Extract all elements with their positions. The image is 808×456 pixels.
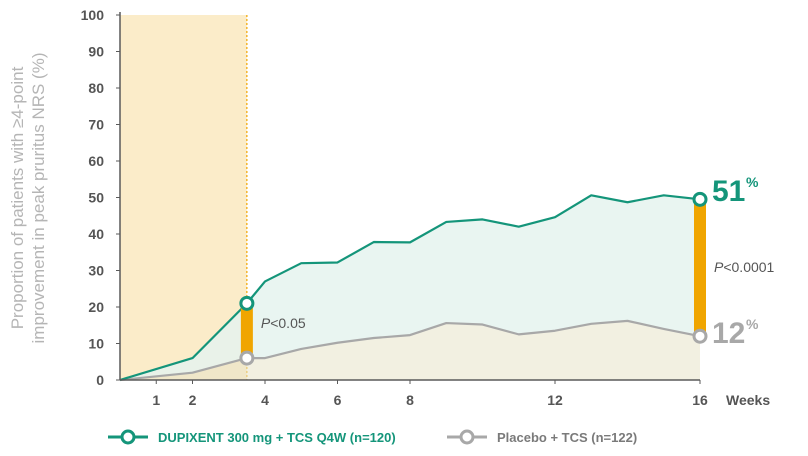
y-tick-label: 20 xyxy=(88,299,104,315)
y-axis-label-line1: Proportion of patients with ≥4-point xyxy=(8,66,27,329)
endpoint-markers xyxy=(239,191,708,366)
y-tick-label: 60 xyxy=(88,153,104,169)
y-tick-label: 40 xyxy=(88,226,104,242)
y-axis-label: Proportion of patients with ≥4-point imp… xyxy=(8,53,48,344)
y-axis-label-line2: improvement in peak pruritus NRS (%) xyxy=(29,53,48,344)
difference-area xyxy=(120,195,700,380)
legend-label-1: Placebo + TCS (n=122) xyxy=(497,430,637,445)
y-tick-label: 100 xyxy=(81,7,105,23)
significance-bar-early xyxy=(240,303,253,359)
legend-label-0: DUPIXENT 300 mg + TCS Q4W (n=120) xyxy=(158,430,396,445)
y-tick-label: 50 xyxy=(88,190,104,206)
y-tick-label: 90 xyxy=(88,44,104,60)
significance-bars xyxy=(240,199,706,359)
y-tick-label: 30 xyxy=(88,263,104,279)
x-tick-label: 16 xyxy=(692,392,708,408)
p-value-early: P<0.05 xyxy=(261,315,306,331)
placebo-area xyxy=(120,320,700,380)
y-tick-label: 70 xyxy=(88,117,104,133)
p-value-end: P<0.0001 xyxy=(714,259,775,275)
x-tick-label: 2 xyxy=(189,392,197,408)
legend: DUPIXENT 300 mg + TCS Q4W (n=120) Placebo… xyxy=(108,429,637,445)
end-value-placebo: 12 xyxy=(712,317,745,350)
series-lines xyxy=(119,194,701,382)
x-tick-label: 1 xyxy=(152,392,160,408)
end-value-dupixent-pct: % xyxy=(746,174,759,190)
early-weeks-region xyxy=(120,15,248,380)
x-axis-label: Weeks xyxy=(726,392,770,408)
p-value-early-italic: P xyxy=(261,315,271,331)
end-value-placebo-pct: % xyxy=(746,316,759,332)
end-value-dupixent: 51 xyxy=(712,175,745,208)
legend-marker-0 xyxy=(120,429,136,445)
y-tick-label: 10 xyxy=(88,336,104,352)
y-axis-ticks: 0 10 20 30 40 50 60 70 80 90 100 xyxy=(81,7,120,388)
legend-marker-1 xyxy=(459,429,475,445)
x-tick-label: 12 xyxy=(547,392,563,408)
series-line-dupixent xyxy=(119,194,701,382)
x-tick-label: 4 xyxy=(261,392,269,408)
marker-placebo-early xyxy=(239,350,255,366)
y-tick-label: 80 xyxy=(88,80,104,96)
shaded-region xyxy=(120,15,247,380)
significance-bar-end xyxy=(694,199,706,337)
p-value-end-italic: P xyxy=(714,259,724,275)
p-value-end-value: <0.0001 xyxy=(723,259,774,275)
marker-dupixent-end xyxy=(692,191,708,207)
series-areas xyxy=(120,195,700,380)
marker-dupixent-early xyxy=(239,295,255,311)
x-tick-label: 8 xyxy=(406,392,414,408)
marker-placebo-end xyxy=(692,328,708,344)
series-line-placebo xyxy=(119,319,701,382)
x-tick-label: 6 xyxy=(334,392,342,408)
x-axis-ticks: 1 2 4 6 8 12 16 xyxy=(152,380,708,408)
y-tick-label: 0 xyxy=(96,372,104,388)
p-value-early-value: <0.05 xyxy=(270,315,306,331)
